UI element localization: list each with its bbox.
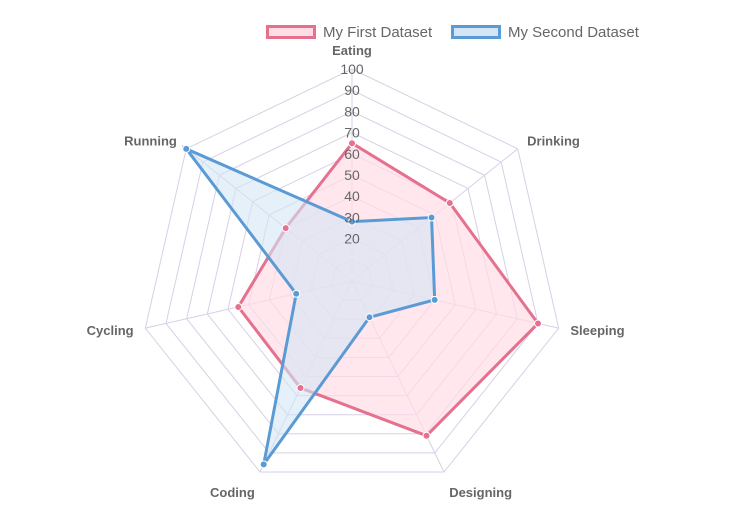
- r-tick-label: 100: [340, 61, 364, 77]
- legend-item-second-dataset[interactable]: My Second Dataset: [451, 20, 639, 44]
- data-point-second-drinking: [427, 213, 436, 222]
- data-point-first-coding: [296, 383, 305, 392]
- data-point-second-sleeping: [430, 295, 439, 304]
- r-tick-label: 60: [344, 146, 360, 162]
- legend-swatch-second-dataset: [451, 25, 501, 39]
- legend-swatch-first-dataset: [266, 25, 316, 39]
- axis-label-coding: Coding: [210, 485, 255, 500]
- data-point-first-designing: [422, 431, 431, 440]
- axis-label-drinking: Drinking: [527, 133, 580, 148]
- data-point-first-sleeping: [534, 319, 543, 328]
- data-point-second-running: [182, 144, 191, 153]
- grid-ring: [144, 68, 560, 473]
- data-point-second-designing: [365, 313, 374, 322]
- legend-label-second-dataset: My Second Dataset: [508, 23, 639, 41]
- data-point-first-eating: [348, 139, 356, 148]
- axis-label-running: Running: [124, 133, 177, 148]
- r-tick-label: 40: [344, 188, 360, 204]
- r-tick-label: 70: [344, 125, 360, 141]
- data-point-first-drinking: [445, 199, 454, 208]
- r-tick-label: 50: [344, 167, 360, 183]
- axis-label-designing: Designing: [449, 485, 512, 500]
- axis-label-cycling: Cycling: [87, 323, 134, 338]
- r-tick-label: 80: [344, 103, 360, 119]
- r-tick-label: 20: [344, 231, 360, 247]
- r-tick-label: 90: [344, 82, 360, 98]
- data-point-first-running: [281, 224, 290, 233]
- legend-item-first-dataset[interactable]: My First Dataset: [266, 20, 432, 44]
- axis-label-sleeping: Sleeping: [570, 323, 624, 338]
- data-point-second-eating: [348, 217, 356, 226]
- data-point-first-cycling: [234, 302, 243, 311]
- data-point-second-cycling: [292, 289, 301, 298]
- r-tick-label: 30: [344, 209, 360, 225]
- axis-label-eating: Eating: [332, 43, 372, 58]
- grid-ring: [186, 110, 518, 435]
- grid-ring: [165, 89, 539, 454]
- data-point-second-coding: [259, 460, 268, 469]
- legend: My First Dataset My Second Dataset: [0, 20, 736, 44]
- legend-label-first-dataset: My First Dataset: [323, 23, 433, 41]
- series-area-second: [181, 145, 437, 466]
